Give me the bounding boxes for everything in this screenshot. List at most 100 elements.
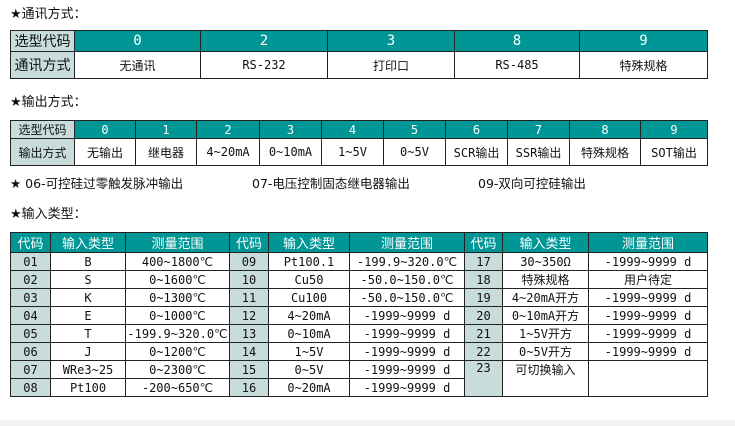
code-cell: 01 bbox=[10, 252, 51, 271]
input-title: ★输入类型： bbox=[10, 207, 87, 222]
input-type-cell: S bbox=[50, 270, 126, 289]
value-cell: 0~10mA bbox=[259, 138, 322, 166]
comm-table: 选型代码 0 2 3 8 9 通讯方式 无通讯 RS-232 打印口 RS-485 特殊规格 bbox=[10, 30, 708, 79]
input-type-cell: J bbox=[50, 342, 126, 361]
code-cell: 05 bbox=[10, 324, 51, 343]
code-cell: 12 bbox=[229, 306, 269, 325]
range-cell: -1999~9999 d bbox=[588, 252, 708, 271]
code-cell: 8 bbox=[454, 30, 580, 52]
input-type-cell: E bbox=[50, 306, 126, 325]
range-cell: -50.0~150.0℃ bbox=[349, 288, 465, 307]
table-row: 02 S 0~1600℃ 10 Cu50 -50.0~150.0℃ 18 特殊规格 用户待定 bbox=[10, 270, 708, 289]
table-row: 01 B 400~1800℃ 09 Pt100.1 -199.9~320.0℃ 17 30~3… bbox=[10, 252, 708, 271]
code-cell: 21 bbox=[464, 324, 503, 343]
range-cell: -1999~9999 d bbox=[349, 306, 465, 325]
code-cell: 03 bbox=[10, 288, 51, 307]
input-type-cell: 0~10mA bbox=[268, 324, 350, 343]
range-cell: -1999~9999 d bbox=[349, 324, 465, 343]
column-header: 测量范围 bbox=[349, 232, 465, 253]
value-row: 输出方式 无输出 继电器 4~20mA 0~10mA 1~5V 0~5V SCR输出 SSR输出… bbox=[10, 138, 708, 166]
label-code: 选型代码 bbox=[10, 30, 75, 52]
note-06: ★ 06-可控硅过零触发脉冲输出 bbox=[10, 176, 184, 191]
range-cell: 400~1800℃ bbox=[125, 252, 230, 271]
code-cell: 20 bbox=[464, 306, 503, 325]
code-cell: 9 bbox=[579, 30, 708, 52]
range-cell: -1999~9999 d bbox=[588, 324, 708, 343]
table-row: 04 E 0~1000℃ 12 4~20mA -1999~9999 d 20 0~10mA开方… bbox=[10, 306, 708, 325]
input-type-cell: B bbox=[50, 252, 126, 271]
input-type-cell: 1~5V开方 bbox=[502, 324, 589, 343]
code-cell: 8 bbox=[569, 120, 641, 139]
value-cell: 无通讯 bbox=[74, 51, 201, 79]
code-cell: 15 bbox=[229, 360, 269, 379]
column-header: 输入类型 bbox=[50, 232, 126, 253]
value-cell: 打印口 bbox=[327, 51, 455, 79]
code-cell: 2 bbox=[196, 120, 260, 139]
input-type-cell: Cu100 bbox=[268, 288, 350, 307]
range-cell: -199.9~320.0℃ bbox=[125, 324, 230, 343]
range-cell: 0~1200℃ bbox=[125, 342, 230, 361]
code-cell: 6 bbox=[445, 120, 508, 139]
range-cell: 0~1300℃ bbox=[125, 288, 230, 307]
input-type-cell: 4~20mA开方 bbox=[502, 288, 589, 307]
code-cell: 5 bbox=[383, 120, 446, 139]
range-cell: -199.9~320.0℃ bbox=[349, 252, 465, 271]
range-cell: -1999~9999 d bbox=[349, 360, 465, 379]
code-cell: 22 bbox=[464, 342, 503, 361]
range-cell: 用户待定 bbox=[588, 270, 708, 289]
note-09: 09-双向可控硅输出 bbox=[478, 176, 586, 191]
input-type-cell: 特殊规格 bbox=[502, 270, 589, 289]
comm-title: ★通讯方式： bbox=[10, 7, 87, 22]
output-table: 选型代码 0 1 2 3 4 5 6 7 8 9 输出方式 无输出 继电器 4~20mA 0~10mA 1~5V… bbox=[10, 120, 708, 166]
input-type-cell: 1~5V bbox=[268, 342, 350, 361]
table-row: 03 K 0~1300℃ 11 Cu100 -50.0~150.0℃ 19 4~20mA开方 -… bbox=[10, 288, 708, 307]
value-cell: 0~5V bbox=[383, 138, 446, 166]
table-row: 08 Pt100 -200~650℃ 16 0~20mA -1999~9999 d bbox=[10, 378, 708, 397]
output-title: ★输出方式： bbox=[10, 95, 87, 110]
code-cell: 19 bbox=[464, 288, 503, 307]
range-cell: -1999~9999 d bbox=[588, 342, 708, 361]
range-cell bbox=[588, 360, 708, 397]
code-row: 选型代码 0 1 2 3 4 5 6 7 8 9 bbox=[10, 120, 708, 139]
input-type-cell: K bbox=[50, 288, 126, 307]
range-cell: 0~1600℃ bbox=[125, 270, 230, 289]
table-row: 06 J 0~1200℃ 14 1~5V -1999~9999 d 22 0~5V开方 -199… bbox=[10, 342, 708, 361]
code-cell: 3 bbox=[259, 120, 322, 139]
input-type-cell: 30~350Ω bbox=[502, 252, 589, 271]
code-cell: 0 bbox=[74, 120, 136, 139]
input-type-cell: WRe3~25 bbox=[50, 360, 126, 379]
code-cell: 18 bbox=[464, 270, 503, 289]
value-cell: 无输出 bbox=[74, 138, 136, 166]
table-row: 05 T -199.9~320.0℃ 13 0~10mA -1999~9999 d 21 1~… bbox=[10, 324, 708, 343]
code-cell: 14 bbox=[229, 342, 269, 361]
range-cell: -1999~9999 d bbox=[349, 378, 465, 397]
column-header: 代码 bbox=[10, 232, 51, 253]
column-header: 测量范围 bbox=[125, 232, 230, 253]
column-header: 代码 bbox=[464, 232, 503, 253]
value-cell: 4~20mA bbox=[196, 138, 260, 166]
bottom-strip bbox=[0, 420, 735, 426]
code-cell: 3 bbox=[327, 30, 455, 52]
code-cell: 1 bbox=[135, 120, 197, 139]
input-type-cell: 4~20mA bbox=[268, 306, 350, 325]
table-row: 07 WRe3~25 0~2300℃ 15 0~5V -1999~9999 d 23 可切换输… bbox=[10, 360, 708, 397]
code-cell: 11 bbox=[229, 288, 269, 307]
code-cell: 0 bbox=[74, 30, 201, 52]
range-cell: -1999~9999 d bbox=[349, 342, 465, 361]
code-cell: 16 bbox=[229, 378, 269, 397]
label-row: 输出方式 bbox=[10, 138, 75, 166]
column-header: 输入类型 bbox=[268, 232, 350, 253]
value-cell: RS-232 bbox=[200, 51, 328, 79]
range-cell: 0~2300℃ bbox=[125, 360, 230, 379]
column-header: 输入类型 bbox=[502, 232, 589, 253]
input-type-cell: 可切换输入 bbox=[502, 360, 589, 397]
range-cell: -1999~9999 d bbox=[588, 306, 708, 325]
value-row: 通讯方式 无通讯 RS-232 打印口 RS-485 特殊规格 bbox=[10, 51, 708, 79]
code-cell: 04 bbox=[10, 306, 51, 325]
value-cell: 1~5V bbox=[321, 138, 384, 166]
value-cell: SOT输出 bbox=[640, 138, 708, 166]
code-row: 选型代码 0 2 3 8 9 bbox=[10, 30, 708, 52]
note-07: 07-电压控制固态继电器输出 bbox=[252, 176, 410, 191]
input-type-cell: 0~5V开方 bbox=[502, 342, 589, 361]
code-cell: 10 bbox=[229, 270, 269, 289]
